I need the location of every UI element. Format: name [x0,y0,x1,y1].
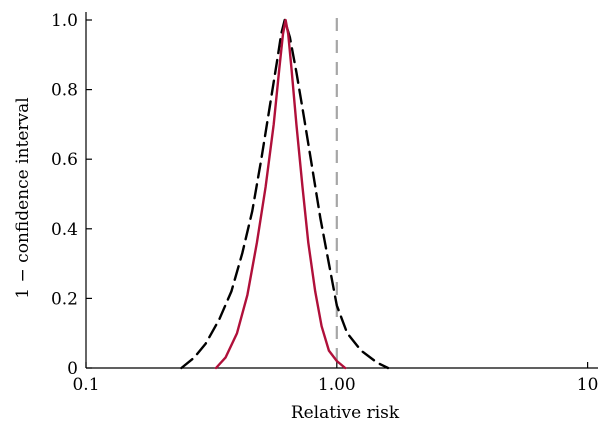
x-tick-label: 1.00 [318,375,356,395]
series-2-curve [214,18,347,370]
x-axis-title: Relative risk [291,403,400,423]
x-ticks: 0.1 1.00 10 [72,362,598,395]
series-layer [180,18,390,370]
y-tick-label: 0.4 [51,220,78,240]
y-tick-label: 0.6 [51,150,78,170]
y-tick-label: 1.0 [51,11,78,31]
y-tick-label: 0.2 [51,289,78,309]
y-axis-title: 1 − confidence interval [13,97,33,298]
axes: 0 0.2 0.4 0.6 0.8 1.0 0.1 1.00 10 [51,11,598,395]
y-tick-label: 0 [67,359,78,379]
y-ticks: 0 0.2 0.4 0.6 0.8 1.0 [51,11,92,379]
series-1-curve [180,18,390,370]
x-tick-label: 0.1 [72,375,99,395]
x-tick-label: 10 [577,375,599,395]
y-tick-label: 0.8 [51,81,78,101]
